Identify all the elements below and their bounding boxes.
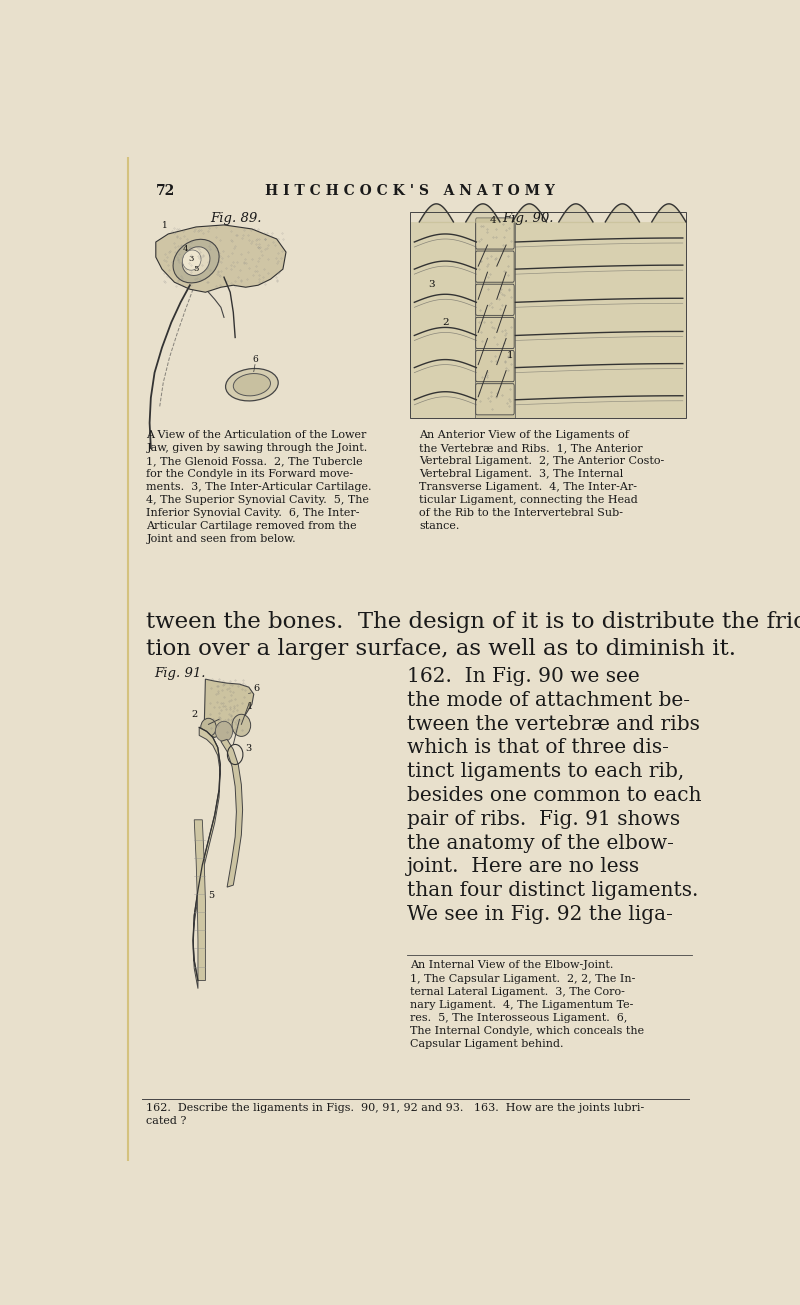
Text: An Internal View of the Elbow-Joint.
1, The Capsular Ligament.  2, 2, The In-
te: An Internal View of the Elbow-Joint. 1, … (410, 960, 644, 1049)
FancyBboxPatch shape (476, 218, 514, 249)
FancyBboxPatch shape (476, 317, 514, 348)
FancyBboxPatch shape (475, 222, 515, 418)
Text: 4: 4 (490, 215, 496, 224)
Text: An Anterior View of the Ligaments of
the Vertebræ and Ribs.  1, The Anterior
Ver: An Anterior View of the Ligaments of the… (419, 429, 665, 531)
Text: A View of the Articulation of the Lower
Jaw, given by sawing through the Joint.
: A View of the Articulation of the Lower … (146, 429, 372, 544)
Text: 1: 1 (247, 702, 253, 711)
Text: Fig. 91.: Fig. 91. (154, 667, 206, 680)
Polygon shape (193, 727, 220, 989)
Text: 2: 2 (192, 710, 198, 719)
Text: H I T C H C O C K ' S   A N A T O M Y: H I T C H C O C K ' S A N A T O M Y (265, 184, 555, 198)
Text: 3: 3 (429, 281, 435, 290)
Ellipse shape (182, 247, 210, 275)
FancyBboxPatch shape (476, 284, 514, 316)
Text: 1: 1 (506, 351, 514, 360)
Text: 72: 72 (156, 184, 175, 198)
Ellipse shape (215, 722, 233, 741)
FancyBboxPatch shape (476, 384, 514, 415)
Polygon shape (221, 740, 242, 887)
Text: 6: 6 (252, 355, 258, 364)
Text: tween the bones.  The design of it is to distribute the fric-
tion over a larger: tween the bones. The design of it is to … (146, 611, 800, 660)
Ellipse shape (201, 718, 216, 736)
Polygon shape (194, 820, 206, 980)
Text: 5: 5 (208, 891, 214, 900)
Ellipse shape (173, 239, 219, 283)
FancyBboxPatch shape (476, 251, 514, 282)
Text: 4: 4 (182, 245, 188, 253)
Text: 3: 3 (188, 254, 194, 264)
Text: 6: 6 (254, 684, 260, 693)
Ellipse shape (232, 714, 250, 736)
FancyBboxPatch shape (476, 351, 514, 381)
Text: 2: 2 (442, 318, 449, 328)
Text: Fig. 89.: Fig. 89. (210, 211, 262, 224)
Text: 3: 3 (245, 744, 251, 753)
Text: Fig. 90.: Fig. 90. (502, 211, 554, 224)
Ellipse shape (226, 368, 278, 401)
Text: 1: 1 (162, 221, 168, 230)
Text: 5: 5 (193, 265, 198, 273)
Polygon shape (156, 224, 286, 292)
Ellipse shape (182, 251, 201, 270)
Text: 162.  Describe the ligaments in Figs.  90, 91, 92 and 93.   163.  How are the jo: 162. Describe the ligaments in Figs. 90,… (146, 1103, 645, 1126)
Ellipse shape (234, 373, 270, 395)
Text: 162.  In Fig. 90 we see
the mode of attachment be-
tween the vertebræ and ribs
w: 162. In Fig. 90 we see the mode of attac… (407, 667, 702, 924)
Polygon shape (204, 679, 254, 737)
FancyBboxPatch shape (410, 222, 686, 418)
